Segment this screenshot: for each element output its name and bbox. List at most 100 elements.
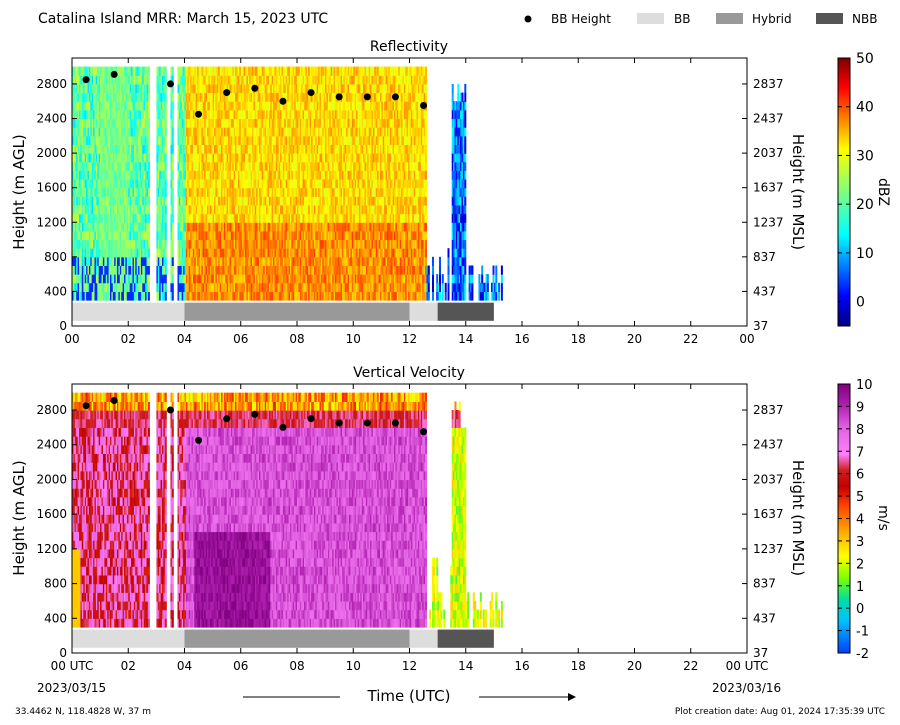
heatmap-cell [159,179,162,189]
heatmap-cell [287,66,290,76]
heatmap-cell [236,205,239,215]
heatmap-cell [327,92,330,102]
heatmap-cell [335,291,337,301]
heatmap-cell [242,83,245,94]
heatmap-cell [110,118,112,128]
heatmap-cell [235,248,238,258]
heatmap-cell [254,170,257,180]
heatmap-cell [133,179,136,189]
heatmap-cell [187,265,190,275]
heatmap-cell [83,118,86,128]
heatmap-cell [263,170,266,180]
heatmap-cell [243,66,246,76]
heatmap-cell [299,66,302,76]
heatmap-cell [197,75,200,85]
heatmap-cell [121,282,124,292]
heatmap-cell [111,205,114,215]
heatmap-cell [159,265,162,275]
heatmap-cell [188,161,191,171]
heatmap-cell [320,92,323,102]
heatmap-cell [267,187,270,197]
heatmap-cell [292,170,295,180]
heatmap-cell [280,179,283,189]
heatmap-cell [302,230,305,241]
heatmap-cell [212,135,215,145]
heatmap-cell [190,118,193,128]
heatmap-cell [104,248,107,258]
heatmap-cell [340,205,343,215]
heatmap-cell [295,153,298,163]
heatmap-cell [311,239,314,249]
heatmap-cell [132,179,135,189]
heatmap-cell [259,187,261,197]
heatmap-cell [326,170,329,180]
heatmap-cell [94,66,97,76]
heatmap-cell [271,118,274,128]
heatmap-cell [214,92,216,102]
heatmap-cell [282,282,285,292]
heatmap-cell [160,161,163,171]
heatmap-cell [135,282,138,292]
heatmap-cell [291,144,294,154]
heatmap-cell [131,135,134,145]
heatmap-cell [278,170,281,180]
heatmap-cell [259,230,261,241]
heatmap-cell [121,239,124,249]
heatmap-cell [259,83,261,94]
heatmap-cell [299,222,302,232]
heatmap-cell [211,118,214,128]
heatmap-cell [267,205,270,215]
heatmap-cell [188,205,191,215]
heatmap-cell [266,248,269,258]
heatmap-cell [207,248,209,258]
heatmap-cell [329,118,332,128]
heatmap-cell [235,101,238,111]
heatmap-cell [311,109,314,120]
heatmap-cell [191,291,194,301]
heatmap-cell [267,101,270,111]
heatmap-cell [284,118,287,128]
legend-nbb-swatch [816,13,843,24]
heatmap-cell [266,291,269,301]
heatmap-cell [245,127,247,137]
heatmap-cell [138,187,141,197]
heatmap-cell [240,127,243,137]
heatmap-cell [188,66,191,76]
heatmap-cell [207,66,209,76]
heatmap-cell [159,256,162,266]
heatmap-cell [243,75,246,85]
heatmap-cell [97,256,100,266]
heatmap-cell [274,83,277,94]
heatmap-cell [326,118,329,128]
heatmap-cell [239,248,242,258]
heatmap-cell [242,291,245,301]
heatmap-cell [147,170,150,180]
heatmap-cell [170,222,173,232]
heatmap-cell [274,144,277,154]
heatmap-cell [264,66,267,76]
heatmap-cell [105,291,108,301]
heatmap-cell [285,265,288,275]
heatmap-cell [214,127,216,137]
heatmap-cell [132,101,135,111]
heatmap-cell [77,205,80,215]
heatmap-cell [346,161,349,171]
heatmap-cell [101,118,104,128]
heatmap-cell [343,248,346,258]
heatmap-cell [162,282,164,292]
heatmap-cell [298,161,301,171]
heatmap-cell [140,179,143,189]
heatmap-cell [190,127,193,137]
heatmap-cell [221,187,224,197]
heatmap-cell [98,75,101,85]
heatmap-cell [294,153,297,163]
heatmap-cell [218,248,221,258]
heatmap-cell [200,265,202,275]
heatmap-cell [222,66,225,76]
heatmap-cell [312,135,315,145]
heatmap-cell [268,109,271,120]
heatmap-cell [336,135,339,145]
heatmap-cell [327,265,330,275]
heatmap-cell [91,187,94,197]
heatmap-cell [81,66,84,76]
